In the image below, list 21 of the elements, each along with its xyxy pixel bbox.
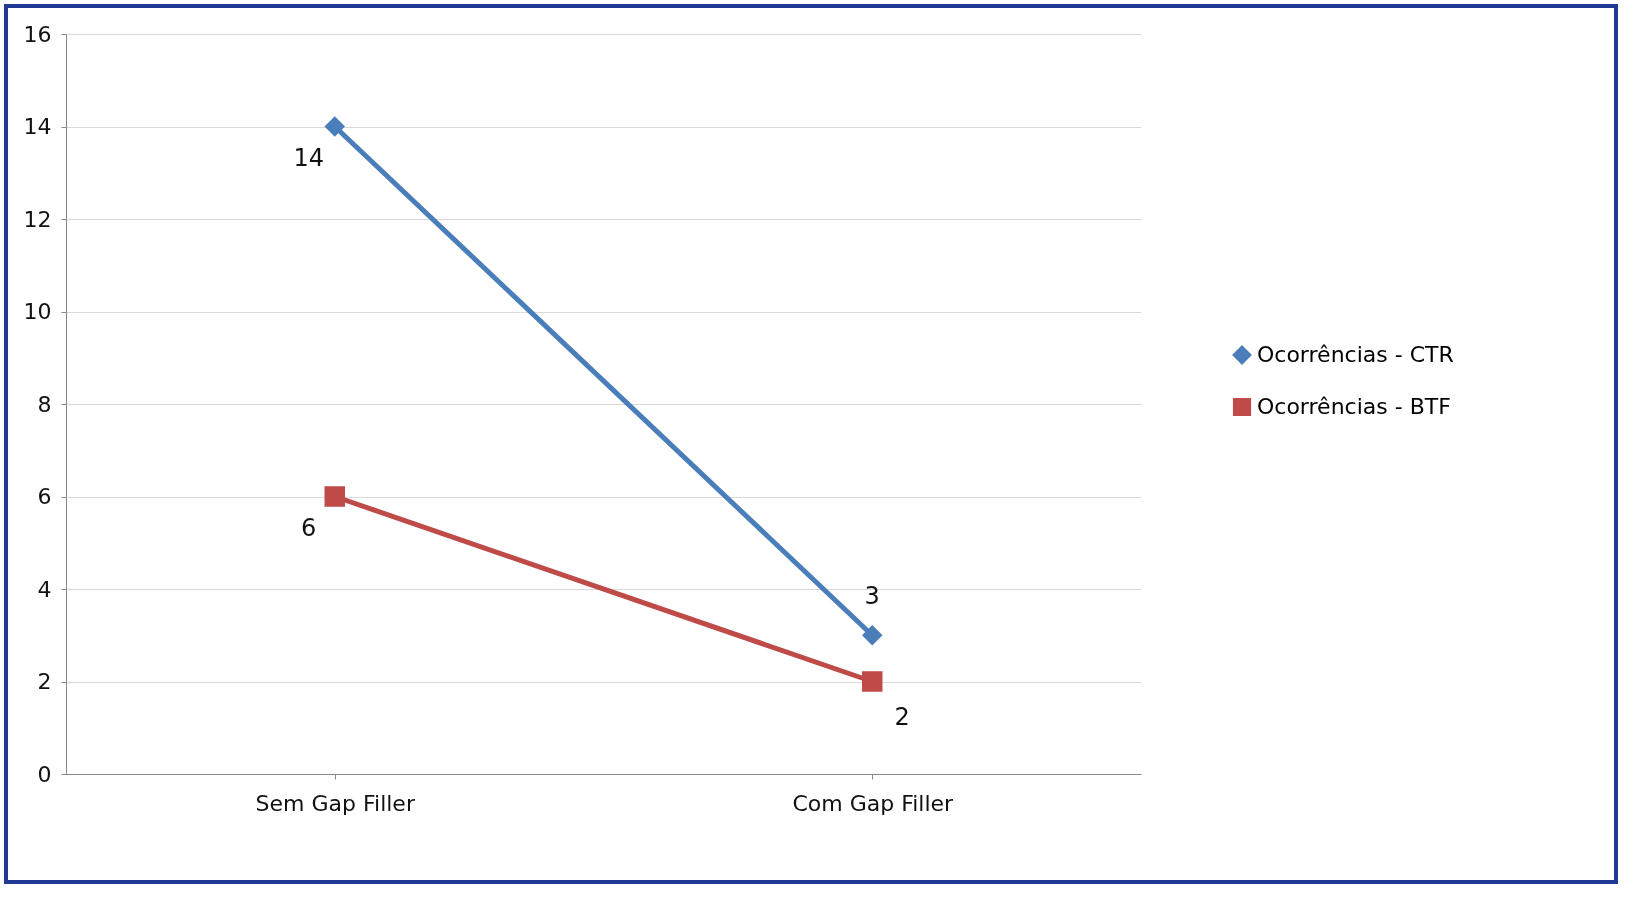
point bbox=[862, 671, 883, 692]
y-tick-label: 8 bbox=[37, 391, 52, 417]
y-tick-label: 10 bbox=[23, 299, 52, 324]
legend-label: Ocorrências - CTR bbox=[1257, 342, 1454, 367]
point bbox=[324, 486, 345, 507]
legend-label: Ocorrências - BTF bbox=[1257, 394, 1451, 419]
point bbox=[862, 625, 883, 646]
data-label: 14 bbox=[293, 143, 325, 172]
y-tick-label: 14 bbox=[23, 114, 52, 139]
data-label: 2 bbox=[894, 702, 910, 731]
y-tick-label: 6 bbox=[37, 484, 52, 509]
y-tick-label: 2 bbox=[37, 669, 52, 694]
point bbox=[324, 116, 345, 137]
y-tick-label: 16 bbox=[23, 21, 52, 47]
data-label: 3 bbox=[864, 582, 880, 611]
data-label: 6 bbox=[301, 513, 317, 542]
x-tick-label: Com Gap Filler bbox=[792, 790, 955, 816]
y-tick-label: 0 bbox=[37, 761, 52, 787]
y-tick-label: 4 bbox=[37, 576, 52, 602]
y-tick-label: 12 bbox=[23, 206, 52, 232]
x-tick-label: Sem Gap Filler bbox=[255, 790, 416, 816]
